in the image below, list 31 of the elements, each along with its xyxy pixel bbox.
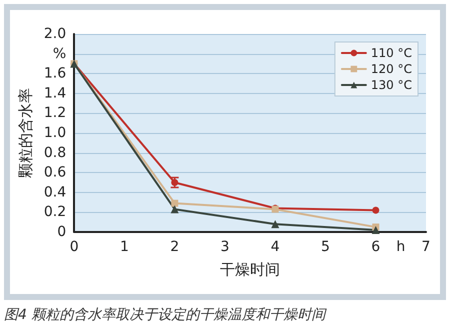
point — [170, 205, 179, 214]
x-tick-label: 2 — [170, 239, 180, 255]
y-axis-title: 颗粒的含水率 — [16, 88, 34, 178]
y-tick-label: 0 — [57, 224, 66, 240]
x-tick-label: 7 — [422, 239, 430, 255]
y-tick-label: % — [52, 46, 66, 62]
y-tick-label: 2.0 — [44, 26, 66, 42]
y-tick-label: 0.4 — [44, 184, 66, 200]
x-tick-label: 4 — [270, 239, 280, 255]
point — [171, 200, 178, 207]
x-tick-label: h — [396, 239, 406, 255]
x-tick-label: 5 — [321, 239, 330, 255]
x-tick-label: 6 — [371, 239, 380, 255]
y-tick-label: 1.2 — [44, 105, 66, 122]
caption: 图4 颗粒的含水率取决于设定的干燥温度和干燥时间 — [4, 306, 328, 324]
y-tick-label: 0.8 — [44, 144, 66, 161]
y-tick-label: 0.6 — [44, 164, 66, 181]
x-tick-label: 3 — [220, 239, 230, 255]
point — [372, 206, 380, 214]
x-axis-title: 干燥时间 — [220, 260, 280, 278]
y-tick-label: 1.6 — [44, 66, 66, 82]
y-tick-label: 1.0 — [44, 125, 66, 141]
legend-label: 130 °C — [370, 78, 412, 92]
x-tick-label: 0 — [70, 239, 79, 255]
point — [271, 220, 280, 228]
x-tick-label: 1 — [120, 239, 129, 255]
legend-label: 120 °C — [370, 62, 412, 76]
legend-label: 110 °C — [370, 46, 412, 60]
point — [372, 226, 380, 234]
y-tick-label: 0.2 — [44, 204, 66, 220]
y-tick-label: 1.4 — [44, 85, 66, 102]
